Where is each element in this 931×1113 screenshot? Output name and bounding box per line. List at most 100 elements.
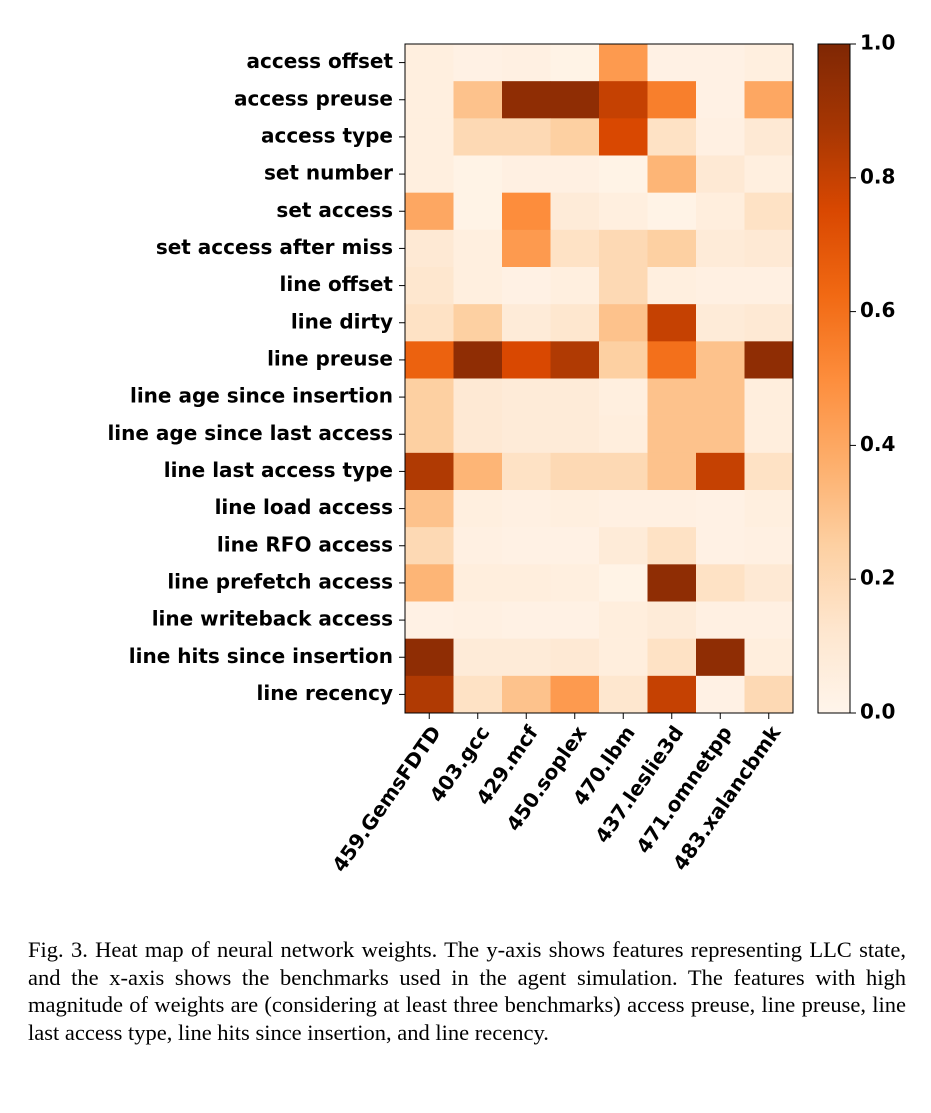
heatmap-cell	[744, 601, 794, 639]
heatmap-cell	[744, 490, 794, 528]
heatmap-cell	[647, 675, 697, 714]
heatmap-cell	[744, 81, 794, 119]
heatmap-cell	[405, 378, 454, 416]
heatmap-cell	[744, 638, 794, 677]
heatmap-cell	[405, 229, 454, 268]
heatmap-cell	[550, 452, 600, 491]
heatmap-cell	[550, 44, 600, 82]
heatmap-cell	[502, 341, 551, 379]
heatmap-cell	[744, 341, 794, 379]
heatmap-cell	[550, 81, 600, 119]
heatmap-cell	[550, 564, 600, 602]
heatmap-cell	[453, 601, 503, 639]
heatmap-cell	[599, 267, 648, 305]
y-tick-label: line offset	[280, 272, 394, 296]
y-tick-label: line last access type	[164, 458, 393, 482]
heatmap-cell	[405, 638, 454, 677]
heatmap-cell	[599, 452, 648, 491]
heatmap-cell	[550, 341, 600, 379]
heatmap-cell	[550, 601, 600, 639]
heatmap-cell	[599, 155, 648, 193]
heatmap-cell	[696, 638, 745, 677]
heatmap-cell	[744, 378, 794, 416]
heatmap-cell	[502, 118, 551, 156]
y-tick-label: line RFO access	[217, 532, 393, 556]
heatmap-cell	[405, 452, 454, 491]
heatmap-cell	[453, 304, 503, 342]
heatmap-cell	[696, 304, 745, 342]
heatmap-cell	[405, 304, 454, 342]
heatmap-cell	[599, 527, 648, 565]
heatmap-cell	[502, 638, 551, 677]
heatmap-cell	[502, 229, 551, 268]
heatmap-cell	[696, 564, 745, 602]
heatmap-cell	[453, 81, 503, 119]
heatmap-cell	[453, 378, 503, 416]
heatmap-cell	[599, 229, 648, 268]
heatmap-cell	[599, 490, 648, 528]
y-tick-label: line age since insertion	[130, 384, 393, 408]
y-tick-label: access preuse	[234, 86, 393, 110]
heatmap-cell	[405, 527, 454, 565]
heatmap-cell	[599, 118, 648, 156]
y-tick-label: line load access	[215, 495, 393, 519]
heatmap-cell	[550, 378, 600, 416]
heatmap-cell	[550, 229, 600, 268]
heatmap-cell	[405, 192, 454, 231]
heatmap-cell	[599, 564, 648, 602]
heatmap-cell	[696, 601, 745, 639]
heatmap-cell	[405, 675, 454, 714]
heatmap-cell	[647, 81, 697, 119]
heatmap-cell	[696, 229, 745, 268]
heatmap-cell	[453, 675, 503, 714]
heatmap-cell	[550, 527, 600, 565]
heatmap-cell	[696, 81, 745, 119]
heatmap-cell	[502, 675, 551, 714]
heatmap-cell	[599, 304, 648, 342]
heatmap-cell	[453, 155, 503, 193]
heatmap-cell	[696, 118, 745, 156]
y-tick-label: access offset	[246, 49, 393, 73]
y-tick-label: set number	[264, 161, 393, 185]
heatmap-cell	[502, 155, 551, 193]
heatmap-cell	[453, 490, 503, 528]
colorbar	[817, 43, 851, 714]
heatmap-cell	[696, 378, 745, 416]
heatmap-cell	[647, 452, 697, 491]
heatmap-cell	[647, 415, 697, 454]
heatmap-cell	[647, 118, 697, 156]
heatmap-cell	[502, 304, 551, 342]
heatmap-cell	[453, 527, 503, 565]
heatmap-cell	[647, 44, 697, 82]
heatmap-cell	[502, 267, 551, 305]
heatmap-cell	[550, 267, 600, 305]
heatmap-cell	[647, 304, 697, 342]
heatmap-cell	[647, 527, 697, 565]
heatmap-cell	[502, 490, 551, 528]
heatmap-cell	[647, 341, 697, 379]
heatmap-cell	[744, 564, 794, 602]
heatmap-cell	[744, 44, 794, 82]
colorbar-tick-label: 0.8	[860, 164, 895, 188]
heatmap-cell	[502, 81, 551, 119]
heatmap-cell	[599, 638, 648, 677]
heatmap-cell	[744, 155, 794, 193]
heatmap-cell	[696, 267, 745, 305]
heatmap-cell	[647, 490, 697, 528]
heatmap-cell	[647, 155, 697, 193]
heatmap-cell	[696, 527, 745, 565]
heatmap-cell	[696, 44, 745, 82]
heatmap-cell	[405, 155, 454, 193]
heatmap-cell	[696, 452, 745, 491]
caption: Fig. 3. Heat map of neural network weigh…	[28, 937, 906, 1045]
heatmap-cell	[647, 192, 697, 231]
heatmap-cell	[405, 341, 454, 379]
heatmap-cell	[696, 490, 745, 528]
colorbar-tick-label: 0.0	[860, 700, 895, 724]
y-tick-label: line preuse	[267, 346, 393, 370]
chart: access offset access preuse access type set…	[107, 31, 895, 877]
heatmap-cell	[550, 675, 600, 714]
heatmap-cell	[744, 118, 794, 156]
heatmap-cell	[453, 452, 503, 491]
